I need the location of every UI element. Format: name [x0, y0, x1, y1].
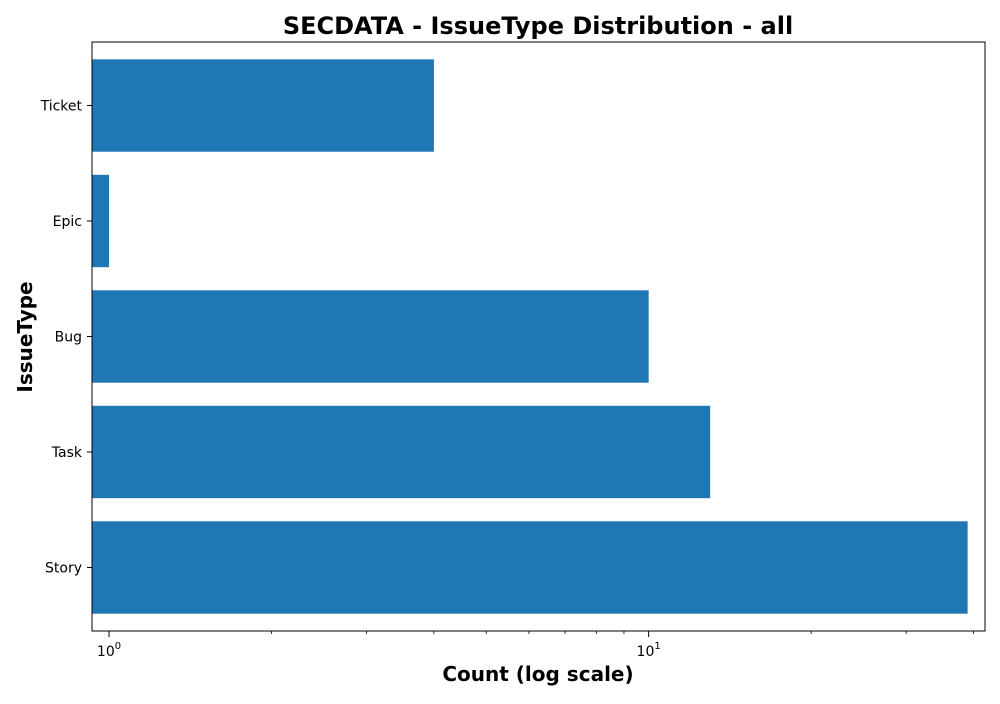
plot-area-frame: [91, 41, 986, 632]
y-tick-label-story: Story: [45, 560, 82, 576]
bar-bug: [92, 290, 649, 383]
bar-story: [92, 521, 968, 614]
y-axis-ticks: Story Task Bug Epic Ticket: [40, 99, 92, 576]
chart-title: SECDATA - IssueType Distribution - all: [283, 12, 793, 40]
y-tick-label-epic: Epic: [53, 214, 82, 230]
y-tick-label-ticket: Ticket: [40, 99, 83, 115]
bar-epic: [92, 174, 110, 268]
bar-ticket: [92, 59, 434, 152]
bar-task: [92, 405, 711, 499]
x-tick-label-10: 101: [637, 641, 661, 660]
x-axis-label: Count (log scale): [442, 662, 633, 686]
y-tick-label-bug: Bug: [55, 330, 82, 346]
x-tick-label-1: 100: [97, 641, 121, 660]
bars: [92, 59, 968, 614]
y-tick-label-task: Task: [51, 445, 83, 461]
y-axis-label: IssueType: [13, 281, 37, 392]
x-axis-ticks: 100 101: [97, 631, 974, 660]
